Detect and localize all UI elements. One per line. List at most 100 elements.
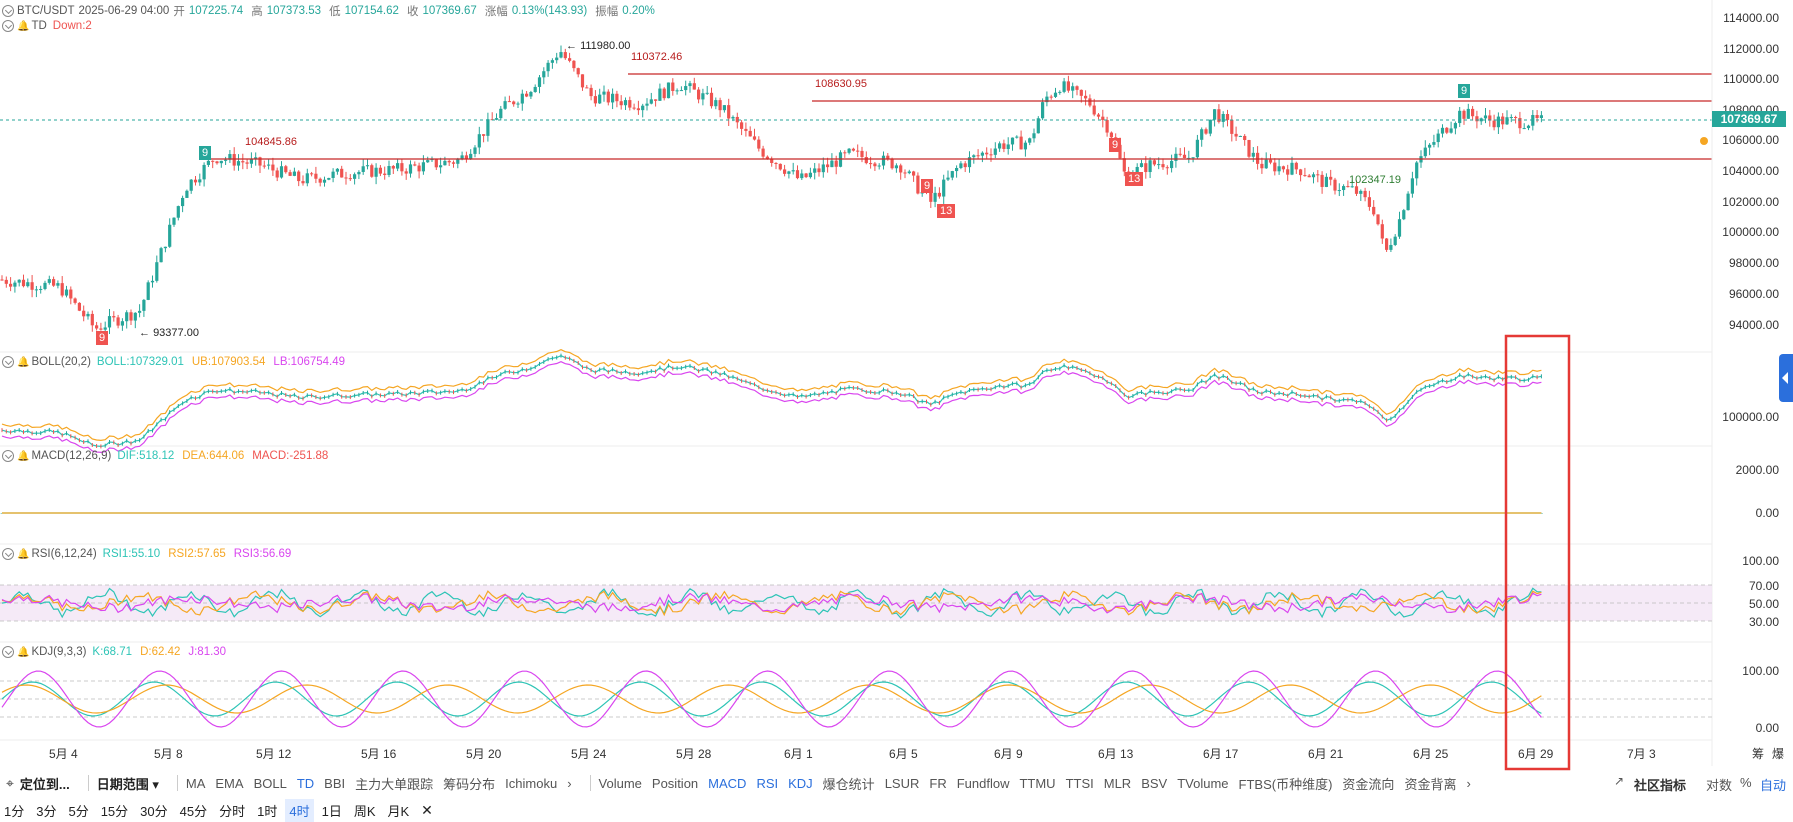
sub-indicator-rsi[interactable]: RSI <box>756 775 779 791</box>
sub-indicator-mlr[interactable]: MLR <box>1103 775 1132 791</box>
price-tick: 102000.00 <box>1722 195 1779 209</box>
sub-indicator-volume[interactable]: Volume <box>598 775 642 791</box>
candle-body <box>456 159 460 164</box>
timeframe-45m[interactable]: 45分 <box>179 803 208 819</box>
collapse-icon[interactable] <box>2 548 14 560</box>
candle-body <box>86 313 90 317</box>
collapse-icon[interactable] <box>2 646 14 658</box>
candle-body <box>791 170 795 172</box>
collapse-icon[interactable] <box>2 5 14 17</box>
candle-body <box>17 279 21 283</box>
main-indicator-chips[interactable]: 筹码分布 <box>443 776 496 792</box>
rsi2-line <box>1 590 1542 617</box>
bell-icon[interactable]: 🔔 <box>17 450 30 462</box>
main-indicator-td[interactable]: TD <box>296 775 315 791</box>
date-range-button[interactable]: 日期范围 ▾ <box>96 776 159 792</box>
timeframe-1m[interactable]: 1分 <box>4 803 25 819</box>
candle-body <box>1363 190 1367 198</box>
timeframe-timeshare[interactable]: 分时 <box>219 803 246 819</box>
candle-body <box>1028 138 1032 143</box>
candle-body <box>959 163 963 168</box>
candle-body <box>989 154 993 156</box>
sub-indicator-kdj[interactable]: KDJ <box>788 775 813 791</box>
date-tick: 5月 8 <box>154 747 183 761</box>
main-indicator-big-orders[interactable]: 主力大单跟踪 <box>355 776 434 792</box>
candle-body <box>1380 224 1384 239</box>
sub-indicator-ttmu[interactable]: TTMU <box>1019 775 1056 791</box>
locate-button[interactable]: 定位到... <box>19 776 70 792</box>
amp-value: 0.20% <box>622 5 655 17</box>
sub-indicator-fr[interactable]: FR <box>929 775 947 791</box>
candle-body <box>443 160 447 166</box>
timeframe-month[interactable]: 月K <box>387 803 410 819</box>
sub-indicator-divergence[interactable]: 资金背离 <box>1404 776 1457 792</box>
candle-body <box>477 134 481 148</box>
sub-indicator-tvolume[interactable]: TVolume <box>1177 775 1229 791</box>
timeframe-4h[interactable]: 4时 <box>285 798 314 822</box>
timeframe-3m[interactable]: 3分 <box>36 803 57 819</box>
percent-scale-toggle[interactable]: % <box>1740 775 1752 790</box>
community-icon[interactable]: ↗ <box>1614 774 1625 788</box>
bell-icon[interactable]: 🔔 <box>17 548 30 560</box>
sub-indicator-bsv[interactable]: BSV <box>1141 775 1168 791</box>
sub-indicator-liquidation[interactable]: 爆仓统计 <box>822 776 875 792</box>
timeframe-5m[interactable]: 5分 <box>68 803 89 819</box>
auto-scale-toggle[interactable]: 自动 <box>1760 778 1787 793</box>
rsi3-line <box>1 592 1542 614</box>
sub-indicator-lsur[interactable]: LSUR <box>884 775 920 791</box>
candle-body <box>1213 109 1217 120</box>
candle-body <box>361 166 365 172</box>
bell-icon[interactable]: 🔔 <box>17 646 30 658</box>
chevron-right-icon[interactable]: › <box>567 775 572 791</box>
candle-body <box>112 316 116 318</box>
candle-body <box>1342 186 1346 191</box>
rsi-tick: 100.00 <box>1742 554 1779 568</box>
bell-icon[interactable]: 🔔 <box>17 20 30 32</box>
main-indicator-ema[interactable]: EMA <box>215 775 244 791</box>
candle-body <box>1522 128 1526 130</box>
sub-indicator-fundflow[interactable]: Fundflow <box>956 775 1010 791</box>
candle-body <box>800 173 804 179</box>
chevron-right-icon[interactable]: › <box>1466 775 1471 791</box>
candle-body <box>322 179 327 183</box>
candle-body <box>641 105 645 111</box>
indicator-toolbar: ⌖ 定位到... 日期范围 ▾ MA EMA BOLL TD BBI 主力大单跟… <box>0 770 1793 796</box>
candle-body <box>1096 114 1101 117</box>
liquidation-tab[interactable]: 爆 <box>1772 747 1785 761</box>
collapse-icon[interactable] <box>2 20 14 32</box>
bell-icon[interactable]: 🔔 <box>17 356 30 368</box>
close-icon[interactable]: ✕ <box>421 801 433 818</box>
community-indicators-button[interactable]: 社区指标 <box>1634 778 1687 793</box>
main-indicator-bbi[interactable]: BBI <box>324 775 346 791</box>
candle-body <box>589 87 593 97</box>
collapse-icon[interactable] <box>2 356 14 368</box>
timeframe-1d[interactable]: 1日 <box>321 803 342 819</box>
candle-body <box>159 248 163 263</box>
timeframe-30m[interactable]: 30分 <box>140 803 168 819</box>
collapse-icon[interactable] <box>2 450 14 462</box>
candle-body <box>1505 117 1509 125</box>
side-panel-toggle[interactable] <box>1779 354 1793 402</box>
sub-indicator-ttsi[interactable]: TTSI <box>1065 775 1094 791</box>
locate-icon[interactable]: ⌖ <box>6 774 14 791</box>
sub-indicator-fund-flow-cn[interactable]: 资金流向 <box>1342 776 1395 792</box>
sub-indicator-position[interactable]: Position <box>651 775 699 791</box>
candle-body <box>1088 98 1092 106</box>
chip-distribution-tab[interactable]: 筹 <box>1752 747 1765 761</box>
timeframe-15m[interactable]: 15分 <box>100 803 129 819</box>
alert-dot-icon[interactable] <box>1700 137 1708 145</box>
sub-indicator-ftbs[interactable]: FTBS(币种维度) <box>1238 776 1333 792</box>
candle-body <box>1225 114 1230 120</box>
timeframe-week[interactable]: 周K <box>353 803 376 819</box>
main-indicator-boll[interactable]: BOLL <box>253 775 287 791</box>
sub-indicator-macd[interactable]: MACD <box>708 775 747 791</box>
main-indicator-ma[interactable]: MA <box>185 775 206 791</box>
candle-body <box>507 101 511 103</box>
log-scale-toggle[interactable]: 对数 <box>1706 778 1733 793</box>
candle-body <box>1195 139 1199 158</box>
timeframe-1h[interactable]: 1时 <box>257 803 278 819</box>
td-legend: 🔔 TD Down:2 <box>2 20 92 32</box>
main-indicator-ichimoku[interactable]: Ichimoku <box>505 775 558 791</box>
candle-body <box>520 93 524 104</box>
